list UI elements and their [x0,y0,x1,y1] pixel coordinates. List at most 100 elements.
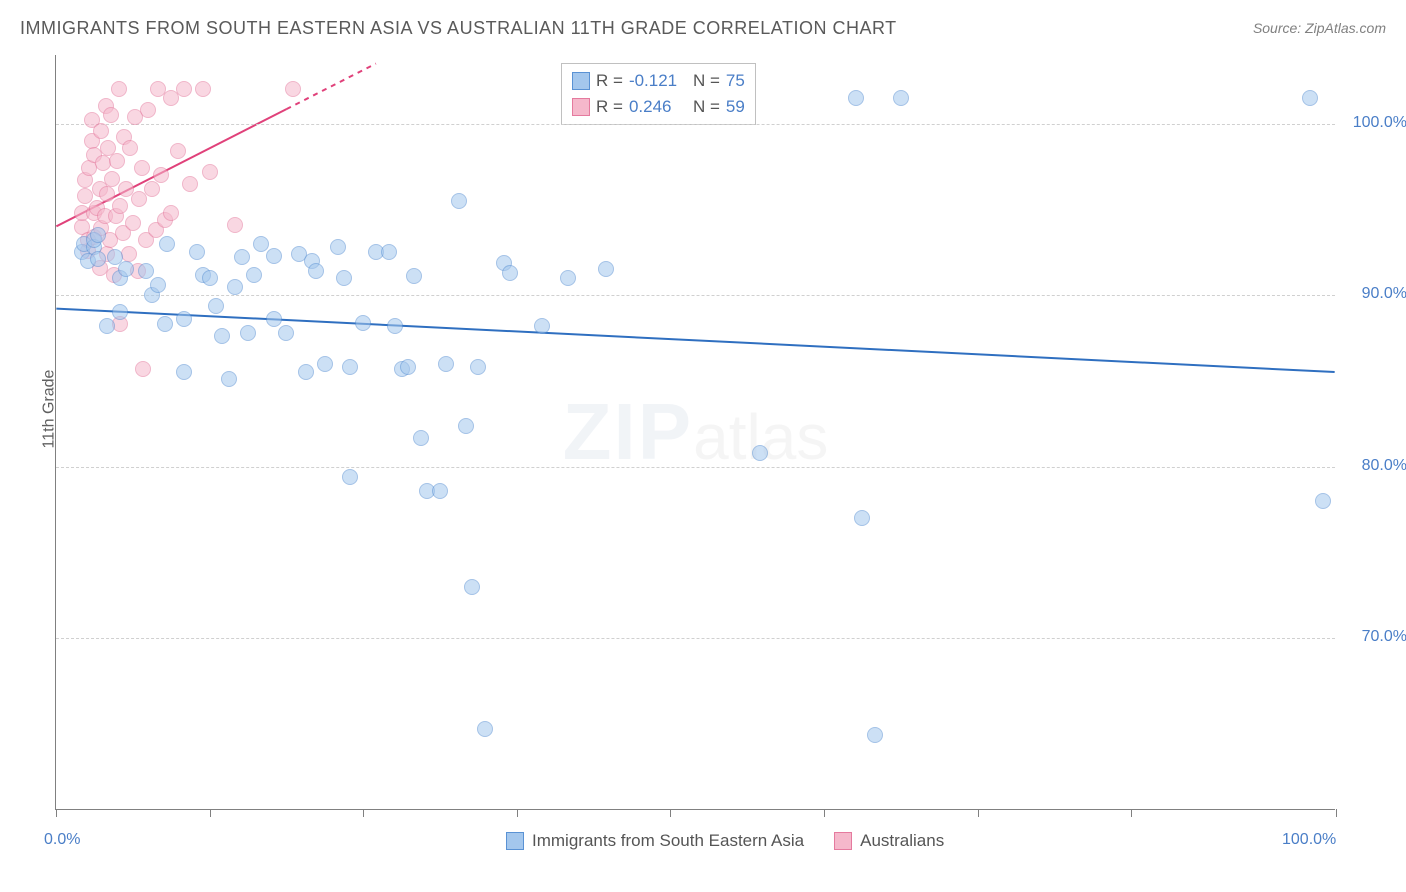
x-tick [517,809,518,817]
swatch-blue-icon [506,832,524,850]
data-point-blue [470,359,486,375]
data-point-blue [99,318,115,334]
data-point-blue [221,371,237,387]
data-point-blue [534,318,550,334]
x-tick-label: 0.0% [44,831,80,849]
r-value-blue: -0.121 [629,68,687,94]
data-point-blue [1302,90,1318,106]
plot-area: ZIPatlas R = -0.121 N = 75 R = 0.246 N =… [55,55,1335,810]
source-label: Source: ZipAtlas.com [1253,20,1386,36]
grid-line [56,124,1335,125]
n-prefix: N = [693,94,720,120]
data-point-blue [266,311,282,327]
data-point-pink [104,171,120,187]
data-point-blue [342,359,358,375]
n-value-blue: 75 [726,68,745,94]
data-point-blue [336,270,352,286]
data-point-blue [854,510,870,526]
x-tick [56,809,57,817]
data-point-blue [278,325,294,341]
data-point-blue [381,244,397,260]
data-point-blue [342,469,358,485]
data-point-blue [451,193,467,209]
data-point-blue [560,270,576,286]
legend-row-pink: R = 0.246 N = 59 [572,94,745,120]
data-point-blue [90,251,106,267]
y-tick-label: 70.0% [1343,628,1406,646]
x-tick [978,809,979,817]
data-point-blue [308,263,324,279]
data-point-blue [298,364,314,380]
data-point-blue [598,261,614,277]
data-point-pink [182,176,198,192]
x-tick [1336,809,1337,817]
data-point-pink [111,81,127,97]
data-point-blue [246,267,262,283]
data-point-blue [118,261,134,277]
legend-label-pink: Australians [860,831,944,851]
data-point-blue [387,318,403,334]
r-prefix: R = [596,68,623,94]
data-point-blue [138,263,154,279]
data-point-blue [214,328,230,344]
legend-label-blue: Immigrants from South Eastern Asia [532,831,804,851]
data-point-blue [400,359,416,375]
n-value-pink: 59 [726,94,745,120]
correlation-legend: R = -0.121 N = 75 R = 0.246 N = 59 [561,63,756,125]
chart-title: IMMIGRANTS FROM SOUTH EASTERN ASIA VS AU… [20,18,897,39]
data-point-blue [438,356,454,372]
x-tick [1131,809,1132,817]
data-point-blue [432,483,448,499]
x-tick [210,809,211,817]
y-tick-label: 100.0% [1343,114,1406,132]
data-point-pink [140,102,156,118]
data-point-blue [253,236,269,252]
data-point-pink [176,81,192,97]
data-point-pink [195,81,211,97]
data-point-blue [208,298,224,314]
data-point-blue [752,445,768,461]
data-point-pink [163,205,179,221]
data-point-pink [285,81,301,97]
data-point-blue [1315,493,1331,509]
data-point-blue [150,277,166,293]
r-prefix: R = [596,94,623,120]
legend-item-pink: Australians [834,831,944,851]
legend-row-blue: R = -0.121 N = 75 [572,68,745,94]
trend-lines [56,55,1335,809]
data-point-blue [266,248,282,264]
data-point-blue [159,236,175,252]
data-point-blue [848,90,864,106]
data-point-blue [502,265,518,281]
data-point-blue [867,727,883,743]
data-point-blue [189,244,205,260]
data-point-blue [458,418,474,434]
y-tick-label: 80.0% [1343,457,1406,475]
data-point-pink [202,164,218,180]
swatch-pink-icon [834,832,852,850]
data-point-pink [144,181,160,197]
data-point-pink [122,140,138,156]
data-point-blue [477,721,493,737]
series-legend: Immigrants from South Eastern Asia Austr… [506,831,944,851]
data-point-pink [109,153,125,169]
data-point-blue [317,356,333,372]
data-point-pink [134,160,150,176]
data-point-blue [240,325,256,341]
data-point-pink [112,198,128,214]
data-point-blue [464,579,480,595]
y-tick-label: 90.0% [1343,285,1406,303]
data-point-pink [99,186,115,202]
data-point-pink [93,123,109,139]
data-point-blue [227,279,243,295]
x-tick-label: 100.0% [1282,831,1336,849]
data-point-blue [112,304,128,320]
data-point-blue [893,90,909,106]
data-point-blue [355,315,371,331]
data-point-blue [176,364,192,380]
swatch-blue-icon [572,72,590,90]
x-tick [824,809,825,817]
swatch-pink-icon [572,98,590,116]
data-point-pink [135,361,151,377]
data-point-pink [153,167,169,183]
